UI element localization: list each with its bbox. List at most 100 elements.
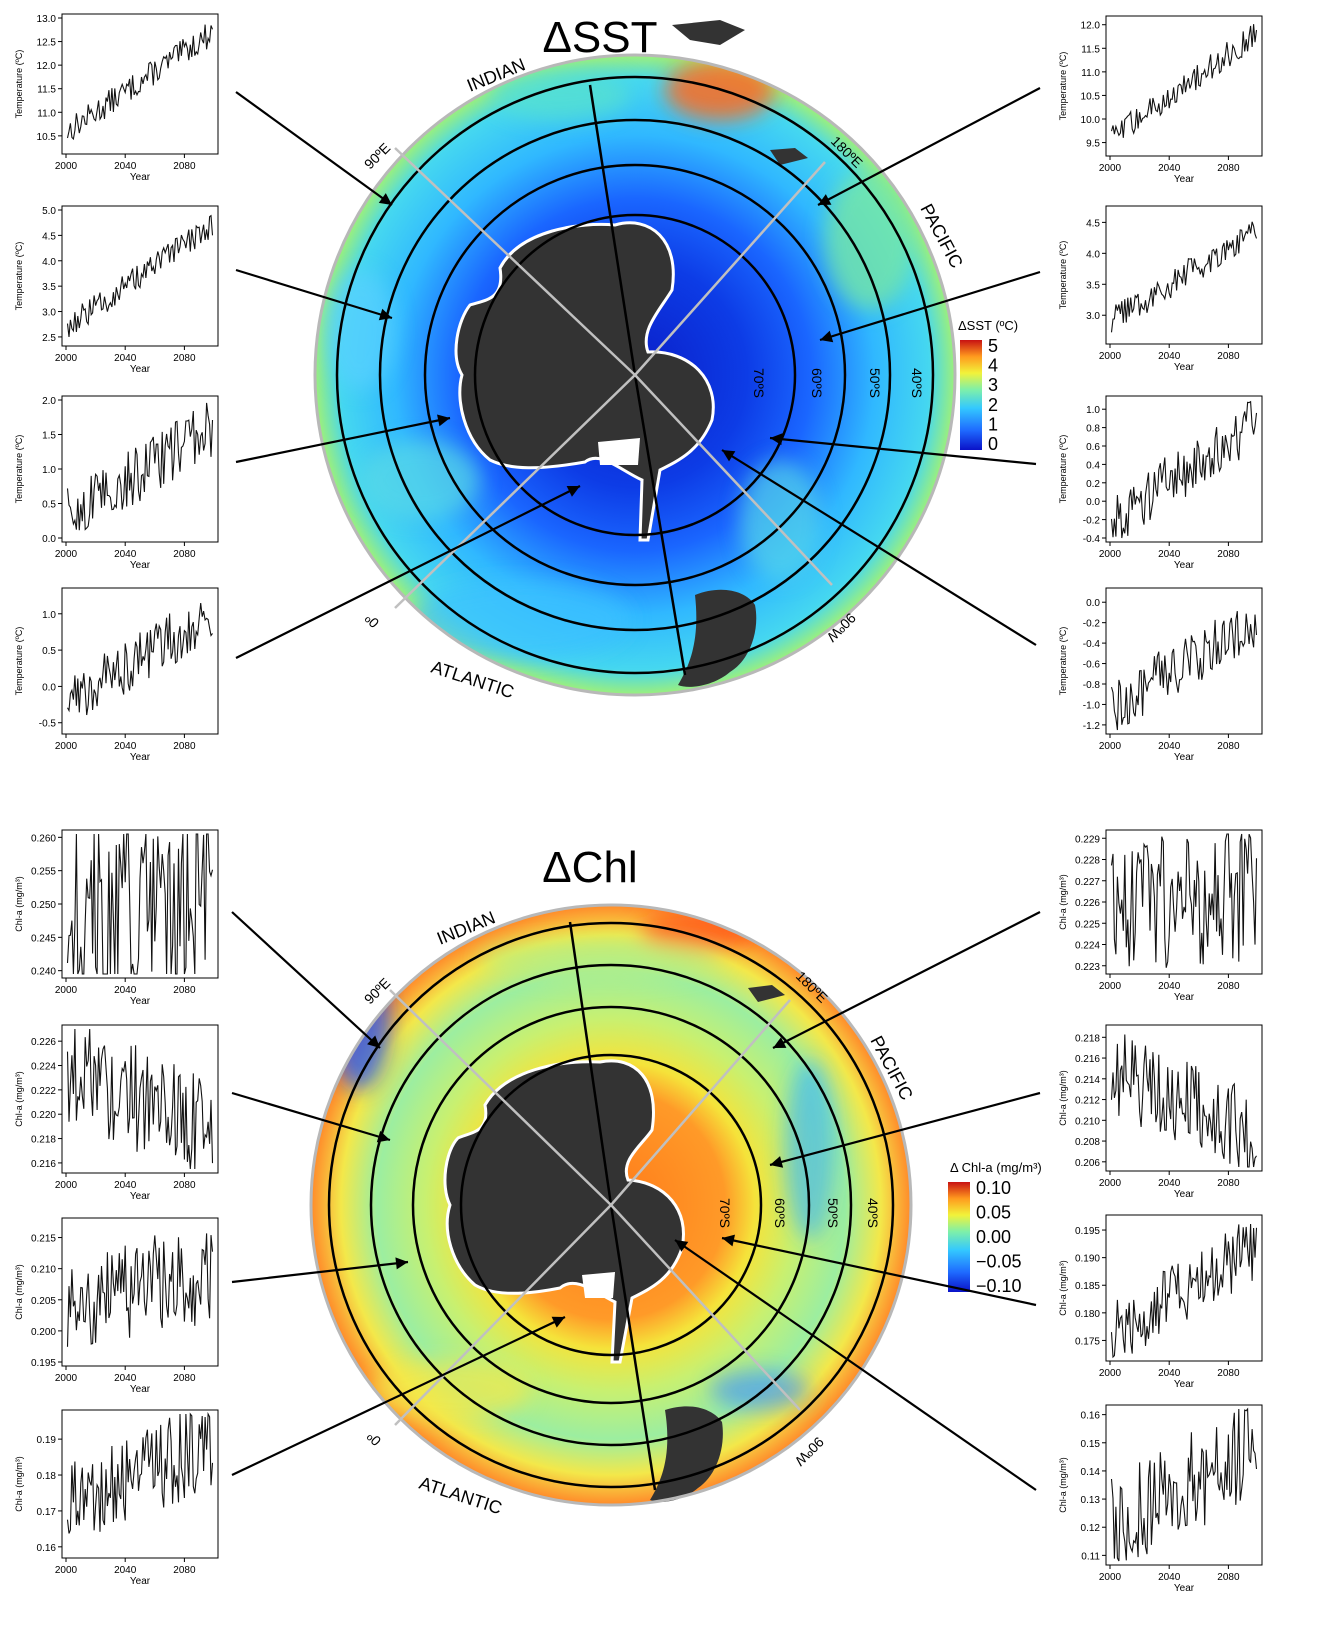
chl-left-4-chart: 0.16 0.17 0.18 0.19 2000 2040 2080 Year Chl-a (m… [14,1409,219,1587]
sst-map: ΔSST [313,13,1018,702]
connector-arrow [769,1091,1041,1168]
sst-right-1-ytick-label: 11.0 [1081,68,1100,79]
chl-left-2-chart: 0.216 0.218 0.220 0.222 0.224 0.226 2000 2040 20… [14,1024,219,1202]
sst-left-4-xtick-label: 2080 [173,741,196,752]
sst-colorbar-title: ΔSST (ºC) [958,318,1018,333]
chl-right-4-chart: 0.11 0.12 0.13 0.14 0.15 0.16 2000 2040 2080 Year… [1058,1404,1263,1594]
chl-right-4-xtick-label: 2040 [1158,1572,1181,1583]
chl-left-3-xtick-label: 2040 [114,1373,137,1384]
sst-right-1-ytick-label: 12.0 [1081,21,1101,32]
sst-lon-label-0: 0º [362,611,382,631]
sst_panel-colorbar-tick: 4 [988,356,998,376]
chl-left-3-ytick-label: 0.195 [31,1358,56,1369]
sst-left-3-ytick-label: 0.0 [42,534,56,545]
connector-arrow [769,433,1037,466]
chl-left-2-ylabel: Chl-a (mg/m³) [14,1071,24,1127]
chl-map-frame [309,903,913,1507]
sst-right-1-ylabel: Temperature (ºC) [1058,52,1068,121]
sst-lat-label-60s: 60ºS [809,368,825,398]
sst-left-4-ytick-label: 1.0 [42,610,56,621]
sst-right-3-chart: -0.4 -0.2 0.0 0.2 0.4 0.6 0.8 1.0 2000 2040 2080 Ye… [1058,395,1263,571]
chl-right-4-xlabel: Year [1174,1583,1195,1594]
sst_panel-colorbar-tick: 0 [988,434,998,454]
sst-left-2-xtick-label: 2000 [55,353,78,364]
sst-right-3-series-line [1110,400,1258,539]
chl-left-3-frame [61,1217,219,1367]
chl-left-3-ytick-label: 0.200 [31,1327,56,1338]
sst-left-2-ytick-label: 2.5 [42,333,56,344]
sst-left-2-xtick-label: 2080 [173,353,196,364]
chl-lat-label-70s: 70ºS [717,1198,733,1228]
chl-right-4-ytick-label: 0.16 [1081,1411,1101,1422]
sst-left-1-xtick-label: 2080 [173,161,196,172]
chl-right-2-xtick-label: 2080 [1217,1178,1240,1189]
connector-arrow [231,911,381,1049]
sst-left-2-xtick-label: 2040 [114,353,137,364]
sst-left-4-xtick-label: 2040 [114,741,137,752]
sst-right-3-xtick-label: 2040 [1158,549,1181,560]
chl-right-4-series-line [1110,1407,1258,1562]
chl-left-1-chart: 0.240 0.245 0.250 0.255 0.260 2000 2040 2080 Yea… [14,829,219,1007]
sst-right-3-ytick-label: 0.8 [1086,424,1100,435]
chl-right-3-xtick-label: 2000 [1099,1368,1122,1379]
sst-left-4-ytick-label: -0.5 [39,719,57,730]
sst-left-1-series-line [66,24,214,141]
chl-left-3-chart: 0.195 0.200 0.205 0.210 0.215 2000 2040 2080 Yea… [14,1217,219,1395]
sst-lat-label-70s: 70ºS [751,368,767,398]
chl-right-2-xlabel: Year [1174,1189,1195,1200]
sst-right-4-ytick-label: -0.6 [1083,660,1101,671]
chl-left-1-xtick-label: 2080 [173,985,196,996]
sst-right-2-xlabel: Year [1174,362,1195,373]
chl-right-4-ytick-label: 0.11 [1081,1551,1100,1562]
sst-left-3-ytick-label: 1.0 [42,465,56,476]
chl-left-1-xtick-label: 2000 [55,985,78,996]
chl-right-2-ylabel: Chl-a (mg/m³) [1058,1070,1068,1126]
sst-right-4-xtick-label: 2000 [1099,741,1122,752]
connector-arrow [772,911,1041,1049]
sst-right-2-ytick-label: 4.0 [1086,249,1100,260]
sst-left-1-ytick-label: 11.5 [37,85,56,96]
chl-right-1-ytick-label: 0.225 [1075,919,1100,930]
sst-left-1-ytick-label: 13.0 [37,14,57,25]
chl-left-1-series-line [66,833,214,975]
sst-right-3-ytick-label: 0.4 [1086,460,1100,471]
chl-left-3-xtick-label: 2080 [173,1373,196,1384]
sst-right-1-frame [1105,15,1263,157]
sst-right-1-xlabel: Year [1174,174,1195,185]
sst-lat-label-50s: 50ºS [867,368,883,398]
connector-arrow [721,1234,1037,1307]
sst-left-2-ytick-label: 3.5 [42,282,56,293]
sst-right-1-ytick-label: 10.0 [1081,115,1101,126]
sst-right-4-xtick-label: 2040 [1158,741,1181,752]
sst-right-2-ytick-label: 3.0 [1086,311,1100,322]
sst-left-3-ytick-label: 1.5 [42,431,56,442]
sst-left-1-chart: 10.5 11.0 11.5 12.0 12.5 13.0 2000 2040 2080 Year… [14,13,219,183]
sst-right-3-xlabel: Year [1174,560,1195,571]
chl-left-1-ytick-label: 0.245 [31,933,56,944]
chl-left-1-xtick-label: 2040 [114,985,137,996]
sst-left-1-ytick-label: 12.0 [37,61,57,72]
sst-left-2-ytick-label: 4.5 [42,231,56,242]
sst-right-1-xtick-label: 2040 [1158,163,1181,174]
chl-right-1-xtick-label: 2000 [1099,981,1122,992]
sst-left-3-frame [61,395,219,543]
chl-left-2-xtick-label: 2000 [55,1180,78,1191]
chl-latitude-rings [327,921,895,1489]
chl-left-1-ytick-label: 0.260 [31,833,56,844]
sst-lat-label-40s: 40ºS [909,368,925,398]
chl-left-4-xlabel: Year [130,1576,151,1587]
sst-right-2-ytick-label: 4.5 [1086,218,1100,229]
sst-right-2-xtick-label: 2080 [1217,351,1240,362]
chl-left-2-ytick-label: 0.222 [31,1086,56,1097]
sst-left-3-xtick-label: 2000 [55,549,78,560]
chl-right-4-xtick-label: 2000 [1099,1572,1122,1583]
chl-right-3-ytick-label: 0.195 [1075,1226,1100,1237]
chl-left-1-xlabel: Year [130,996,151,1007]
sst-left-3-xtick-label: 2040 [114,549,137,560]
chl-lat-label-60s: 60ºS [772,1198,788,1228]
connector-arrow [231,1091,391,1143]
sst-right-4-ytick-label: -1.0 [1083,700,1101,711]
chl-left-4-ylabel: Chl-a (mg/m³) [14,1456,24,1512]
